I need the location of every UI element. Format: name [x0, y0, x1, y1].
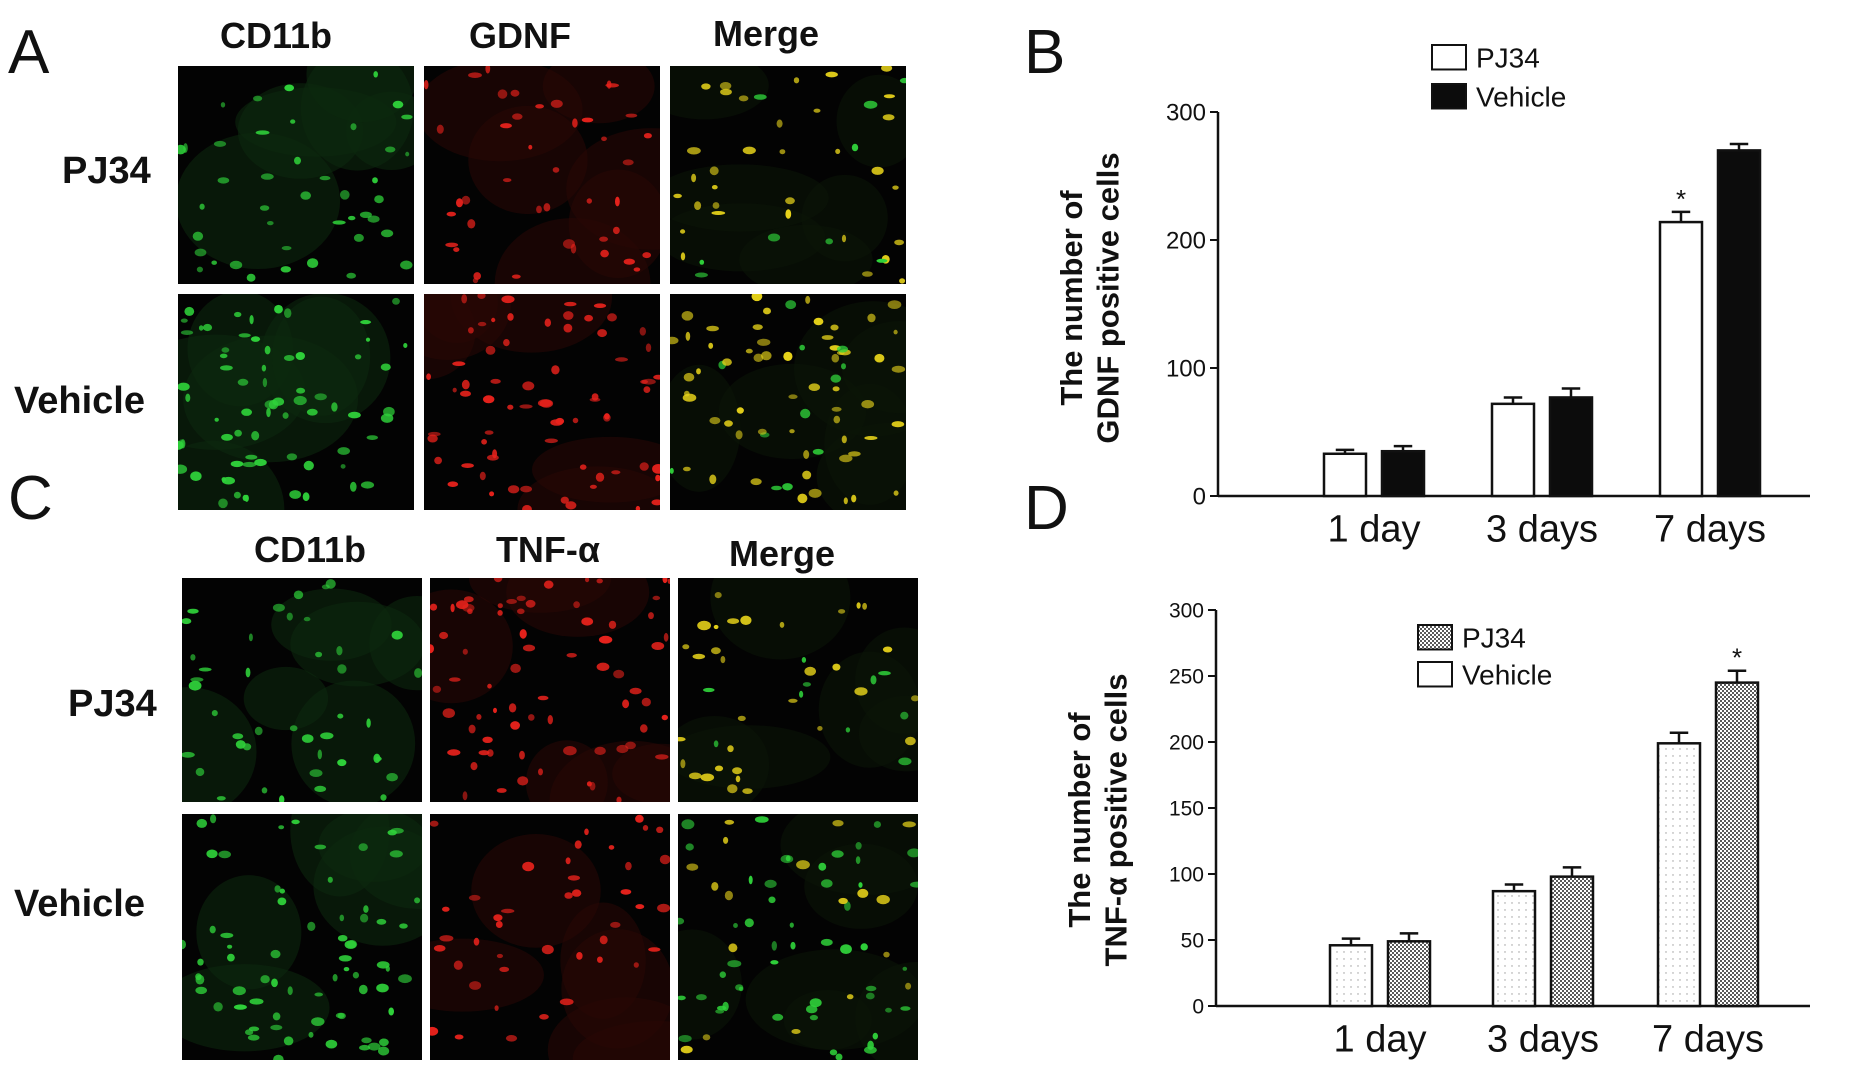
y-tick-label: 300 — [1166, 100, 1206, 127]
legend-swatch — [1431, 83, 1467, 110]
micrograph-c-pj34-merge — [678, 578, 918, 802]
y-tick-label: 0 — [1193, 484, 1206, 511]
legend-label: PJ34 — [1462, 622, 1526, 653]
y-tick-label: 300 — [1169, 600, 1204, 623]
x-category-label: 1 day — [1334, 1019, 1427, 1061]
x-category-label: 3 days — [1487, 1019, 1599, 1061]
y-tick-label: 200 — [1169, 732, 1204, 755]
panel-a-column-cd11b: CD11b — [219, 15, 333, 56]
y-tick-label: 50 — [1181, 930, 1204, 953]
bar-vehicle-0 — [1380, 449, 1426, 498]
micrograph-image — [670, 294, 906, 510]
micrograph-a-vehicle-gdnf — [424, 294, 660, 510]
micrograph-image — [182, 814, 422, 1060]
micrograph-c-vehicle-merge — [678, 814, 918, 1060]
micrograph-c-pj34-cd11b — [182, 578, 422, 802]
panel-a-column-merge: Merge — [712, 13, 820, 54]
y-axis-title-line: TNF-α positive cells — [1099, 674, 1134, 967]
panel-a-column-gdnf: GDNF — [469, 15, 571, 56]
chart-b: 0 100 200 300 1 day 3 days * 7 days The number o… — [1020, 40, 1870, 580]
micrograph-image — [424, 294, 660, 510]
bar-vehicle-1 — [1549, 875, 1595, 1008]
y-axis-title-line: GDNF positive cells — [1091, 152, 1126, 443]
y-axis-title-line: The number of — [1054, 190, 1089, 406]
micrograph-a-pj34-gdnf — [424, 66, 660, 284]
bar-pj34-2 — [1658, 220, 1704, 498]
micrograph-a-pj34-merge — [670, 66, 906, 284]
chart-d-svg: 0 50 100 150 200 250 300 1 day 3 days * 7 days The … — [1062, 600, 1810, 1061]
legend-swatch — [1417, 624, 1453, 651]
micrograph-image — [424, 66, 660, 284]
legend-label: Vehicle — [1476, 81, 1566, 112]
chart-d: 0 50 100 150 200 250 300 1 day 3 days * 7 days The … — [1020, 600, 1870, 1067]
x-category-label: 7 days — [1652, 1019, 1764, 1061]
panel-c-column-merge: Merge — [728, 533, 836, 574]
panel-c-row-vehicle: Vehicle — [14, 883, 145, 925]
micrograph-image — [678, 814, 918, 1060]
micrograph-image — [678, 578, 918, 802]
y-axis-title-line: The number of — [1062, 712, 1097, 928]
y-tick-label: 200 — [1166, 228, 1206, 255]
bar-pj34-1 — [1490, 402, 1536, 498]
panel-label-d: D — [1024, 474, 1069, 543]
panel-c-column-cd11b: CD11b — [253, 529, 367, 570]
legend-label: Vehicle — [1462, 659, 1552, 690]
bar-vehicle-2 — [1714, 681, 1760, 1008]
bar-vehicle-2 — [1716, 149, 1762, 498]
x-category-label: 1 day — [1328, 509, 1421, 551]
panel-label-c: C — [8, 464, 53, 533]
micrograph-c-pj34-tnf — [430, 578, 670, 802]
panel-label-b: B — [1024, 18, 1066, 87]
legend-swatch — [1431, 44, 1467, 71]
bar-vehicle-1 — [1548, 396, 1594, 498]
micrograph-a-vehicle-merge — [670, 294, 906, 510]
panel-a-row-vehicle: Vehicle — [14, 380, 145, 422]
panel-a-row-pj34: PJ34 — [62, 150, 151, 192]
x-category-label: 3 days — [1486, 509, 1598, 551]
significance-mark: * — [1676, 184, 1686, 214]
bar-pj34-2 — [1656, 742, 1702, 1008]
micrograph-a-pj34-cd11b — [178, 66, 414, 284]
bar-pj34-1 — [1491, 889, 1537, 1008]
y-tick-label: 250 — [1169, 666, 1204, 689]
micrograph-image — [178, 66, 414, 284]
panel-c-row-pj34: PJ34 — [68, 683, 157, 725]
x-category-label: 7 days — [1654, 509, 1766, 551]
y-tick-label: 100 — [1169, 864, 1204, 887]
legend-swatch — [1417, 661, 1453, 688]
micrograph-image — [670, 66, 906, 284]
significance-mark: * — [1732, 643, 1742, 673]
bar-pj34-0 — [1328, 944, 1374, 1008]
micrograph-c-vehicle-cd11b — [182, 814, 422, 1060]
chart-b-svg: 0 100 200 300 1 day 3 days * 7 days The number o… — [1054, 42, 1810, 551]
micrograph-image — [430, 814, 670, 1060]
y-tick-label: 0 — [1192, 996, 1204, 1019]
micrograph-c-vehicle-tnf — [430, 814, 670, 1060]
bar-pj34-0 — [1322, 452, 1368, 498]
micrograph-image — [182, 578, 422, 802]
panel-label-a: A — [8, 18, 50, 87]
panel-c-column-tnf: TNF-α — [495, 529, 601, 570]
micrograph-image — [430, 578, 670, 802]
micrograph-a-vehicle-cd11b — [178, 294, 414, 510]
bar-vehicle-0 — [1386, 940, 1432, 1008]
y-tick-label: 100 — [1166, 356, 1206, 383]
legend-label: PJ34 — [1476, 42, 1540, 73]
micrograph-image — [178, 294, 414, 510]
y-tick-label: 150 — [1169, 798, 1204, 821]
